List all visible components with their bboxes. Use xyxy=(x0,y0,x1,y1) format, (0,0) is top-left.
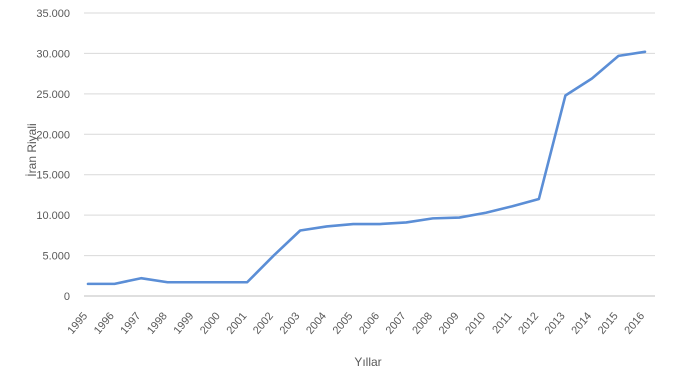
x-tick-label: 2009 xyxy=(437,310,462,336)
y-tick-label: 10.000 xyxy=(36,210,70,222)
y-tick-label: 0 xyxy=(64,291,70,303)
x-tick-label: 1996 xyxy=(92,310,117,336)
x-tick-label: 2004 xyxy=(304,310,329,336)
x-tick-label: 1998 xyxy=(145,310,170,336)
x-tick-label: 2012 xyxy=(516,310,541,336)
x-tick-label: 2008 xyxy=(410,310,435,336)
y-tick-label: 15.000 xyxy=(36,170,70,182)
series-group xyxy=(86,50,647,286)
series-line xyxy=(86,50,647,286)
y-tick-label: 35.000 xyxy=(36,8,70,20)
y-axis-title: İran Riyali xyxy=(25,123,39,176)
x-tick-label: 1995 xyxy=(65,310,90,336)
y-tick-label: 5.000 xyxy=(42,251,70,263)
x-axis-title: Yıllar xyxy=(354,355,381,369)
y-tick-label: 30.000 xyxy=(36,48,70,60)
x-tick-label: 2014 xyxy=(569,310,594,336)
gridlines xyxy=(84,12,655,257)
x-tick-label: 2000 xyxy=(198,310,223,336)
x-tick-label: 2003 xyxy=(278,310,303,336)
x-tick-label: 2005 xyxy=(331,310,356,336)
x-tick-label: 2007 xyxy=(384,310,409,336)
y-tick-label: 20.000 xyxy=(36,129,70,141)
y-axis-ticks: 0 5.000 10.000 15.000 20.000 25.000 30.000 35.0… xyxy=(36,8,70,303)
x-tick-label: 2002 xyxy=(251,310,276,336)
x-tick-label: 2006 xyxy=(357,310,382,336)
x-tick-label: 2011 xyxy=(490,310,514,336)
x-tick-label: 2015 xyxy=(596,310,621,336)
x-tick-label: 1999 xyxy=(171,310,196,336)
x-tick-label: 2001 xyxy=(225,310,250,336)
x-tick-label: 2016 xyxy=(622,310,647,336)
x-tick-label: 2010 xyxy=(463,310,488,336)
x-tick-label: 2013 xyxy=(543,310,568,336)
x-axis-ticks: 1995 1996 1997 1998 1999 2000 2001 2002 2003 2004… xyxy=(65,310,647,336)
x-tick-label: 1997 xyxy=(118,310,143,336)
y-tick-label: 25.000 xyxy=(36,89,70,101)
